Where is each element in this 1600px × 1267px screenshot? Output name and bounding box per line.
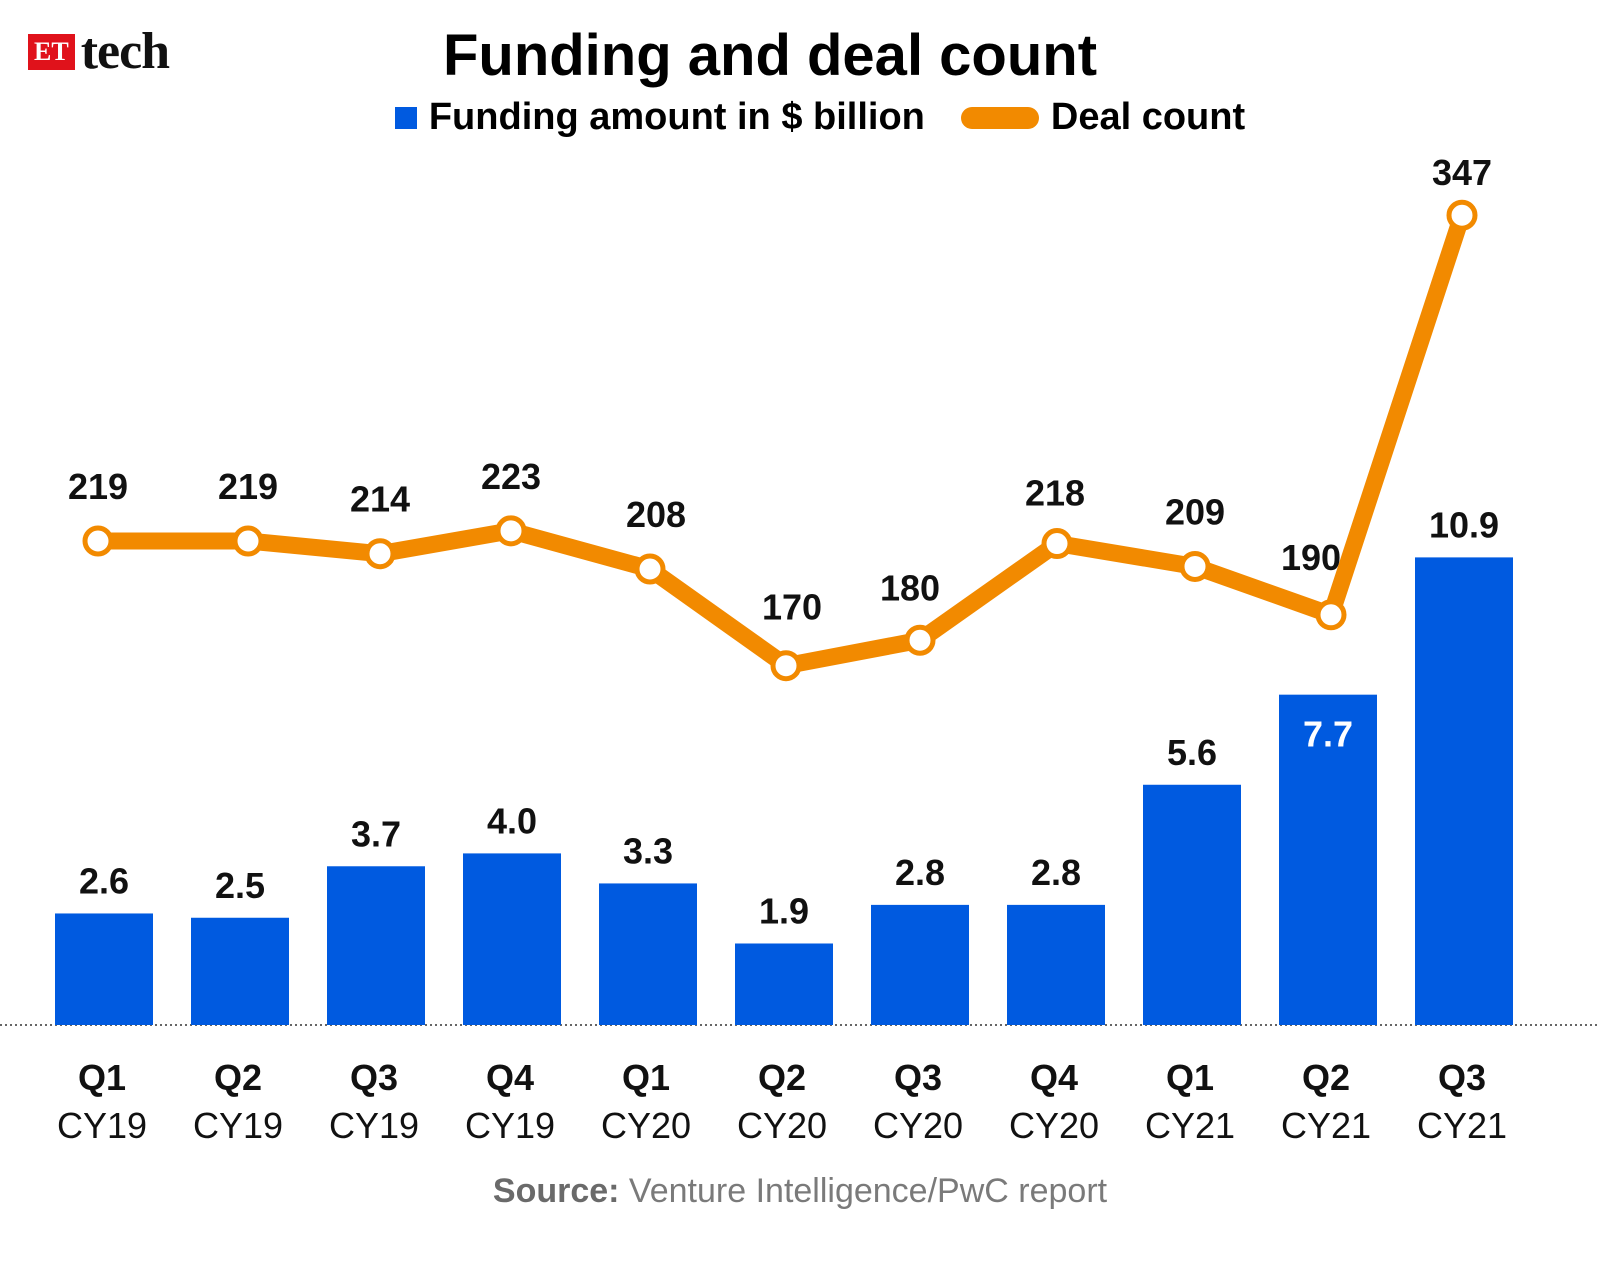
bar-label-5: 1.9 [759, 890, 809, 931]
deal-label-3: 223 [481, 456, 541, 497]
bar-0 [55, 913, 153, 1025]
source-text: Venture Intelligence/PwC report [619, 1172, 1108, 1210]
deal-label-5: 170 [762, 587, 822, 628]
x-tick-quarter-8: Q1 [1166, 1057, 1214, 1098]
x-tick-year-9: CY21 [1281, 1105, 1371, 1146]
deal-point-6 [904, 624, 936, 656]
deal-point-5 [770, 650, 802, 682]
bar-2 [327, 866, 425, 1025]
deal-label-9: 190 [1281, 537, 1341, 578]
bar-label-2: 3.7 [351, 813, 401, 854]
bar-1 [191, 917, 289, 1025]
bar-9 [1279, 694, 1377, 1025]
deal-label-10: 347 [1432, 152, 1492, 193]
legend-item-funding: Funding amount in $ billion [394, 96, 925, 139]
x-tick-year-4: CY20 [601, 1105, 691, 1146]
brand-word: tech [80, 23, 170, 80]
bar-label-4: 3.3 [623, 830, 673, 871]
bar-3 [463, 853, 561, 1025]
deal-point-7 [1041, 528, 1073, 560]
x-tick-quarter-3: Q4 [486, 1057, 534, 1098]
x-tick-year-1: CY19 [193, 1105, 283, 1146]
deal-label-8: 209 [1165, 491, 1225, 532]
source-note: Source: Venture Intelligence/PwC report [0, 1172, 1600, 1211]
deal-label-1: 219 [218, 466, 278, 507]
x-tick-year-5: CY20 [737, 1105, 827, 1146]
deal-label-4: 208 [626, 494, 686, 535]
deal-point-10 [1446, 199, 1478, 231]
deal-label-7: 218 [1025, 473, 1085, 514]
x-tick-year-0: CY19 [57, 1105, 147, 1146]
bar-label-3: 4.0 [487, 800, 537, 841]
bar-label-7: 2.8 [1031, 852, 1081, 893]
brand-logo: ET tech [28, 22, 170, 82]
x-tick-quarter-7: Q4 [1030, 1057, 1078, 1098]
bar-5 [735, 943, 833, 1025]
legend-swatch-line [960, 106, 1039, 129]
bar-8 [1143, 784, 1241, 1025]
legend-item-deals: Deal count [960, 96, 1246, 139]
x-tick-quarter-5: Q2 [758, 1057, 806, 1098]
bar-6 [871, 904, 969, 1025]
deal-label-2: 214 [350, 479, 410, 520]
deal-point-1 [232, 525, 264, 557]
x-tick-quarter-6: Q3 [894, 1057, 942, 1098]
bar-7 [1007, 904, 1105, 1025]
bar-label-8: 5.6 [1167, 732, 1217, 773]
x-tick-quarter-1: Q2 [214, 1057, 262, 1098]
bar-label-1: 2.5 [215, 865, 265, 906]
legend-label-funding: Funding amount in $ billion [428, 96, 925, 138]
chart-legend: Funding amount in $ billion Deal count [20, 96, 1600, 139]
bar-label-6: 2.8 [895, 852, 945, 893]
bar-label-0: 2.6 [79, 860, 129, 901]
deal-point-2 [364, 538, 396, 570]
deal-point-0 [82, 525, 114, 557]
x-tick-year-2: CY19 [329, 1105, 419, 1146]
x-tick-quarter-0: Q1 [78, 1057, 126, 1098]
deal-point-4 [634, 553, 666, 585]
legend-swatch-bar [394, 106, 417, 129]
bar-label-10: 10.9 [1429, 504, 1499, 545]
chart-title: Funding and deal count [442, 23, 1098, 88]
legend-label-deals: Deal count [1050, 96, 1246, 138]
x-tick-year-7: CY20 [1009, 1105, 1099, 1146]
deal-point-3 [495, 515, 527, 547]
deal-point-8 [1179, 550, 1211, 582]
x-tick-year-8: CY21 [1145, 1105, 1235, 1146]
deal-point-9 [1315, 599, 1347, 631]
bar-10 [1415, 557, 1513, 1025]
x-tick-year-6: CY20 [873, 1105, 963, 1146]
deal-label-0: 219 [68, 466, 128, 507]
x-tick-quarter-2: Q3 [350, 1057, 398, 1098]
x-tick-year-3: CY19 [465, 1105, 555, 1146]
x-tick-quarter-10: Q3 [1438, 1057, 1486, 1098]
x-tick-year-10: CY21 [1417, 1105, 1507, 1146]
x-tick-quarter-4: Q1 [622, 1057, 670, 1098]
x-tick-quarter-9: Q2 [1302, 1057, 1350, 1098]
deal-label-6: 180 [880, 567, 940, 608]
brand-badge: ET [28, 34, 75, 70]
bar-label-9: 7.7 [1303, 714, 1353, 755]
source-label: Source: [492, 1172, 620, 1210]
bar-4 [599, 883, 697, 1025]
